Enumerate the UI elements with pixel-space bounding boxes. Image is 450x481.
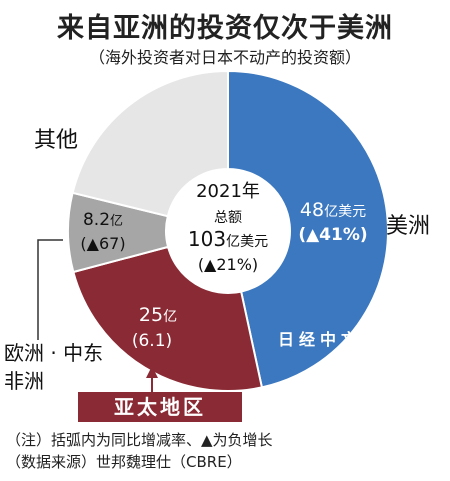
americas-label: 美洲 [386,214,430,239]
emea-leader-line [37,239,63,340]
emea-label-line1: 欧洲 · 中东 [4,341,103,365]
donut-slice-3 [71,69,229,218]
donut-slice-0 [227,69,389,389]
slice-change-label-1: (6.1) [132,331,172,351]
other-label: 其他 [34,128,78,153]
slice-value-label-1: 25亿 [139,304,177,326]
slice-value-label-0: 48亿美元 [300,199,366,221]
apac-leader-arrow [146,366,158,378]
center-year-label: 2021年 [196,181,260,202]
center-total-value: 103亿美元 [188,227,268,251]
slice-value-label-2: 8.2亿 [83,210,123,230]
center-change-label: (▲21%) [198,255,258,274]
page-title: 来自亚洲的投资仅次于美洲 [57,13,393,44]
emea-label-line2: 非洲 [4,369,44,393]
slice-change-label-0: (▲41%) [298,225,367,245]
apac-label: 亚太地区 [78,392,242,422]
donut-slice-1 [72,245,264,392]
footnote-line: （注）括弧内为同比增减率、▲为负增长 [6,431,273,449]
watermark-text: 日经中文网 [278,330,384,349]
page-subtitle: （海外投资者对日本不动产的投资额） [88,48,361,67]
center-total-label: 总额 [214,210,242,226]
footnotes: （注）括弧内为同比增减率、▲为负增长 （数据来源）世邦魏理仕（CBRE） [6,429,273,473]
footnote-source: （数据来源）世邦魏理仕（CBRE） [6,453,242,471]
slice-change-label-2: (▲67) [80,234,125,253]
